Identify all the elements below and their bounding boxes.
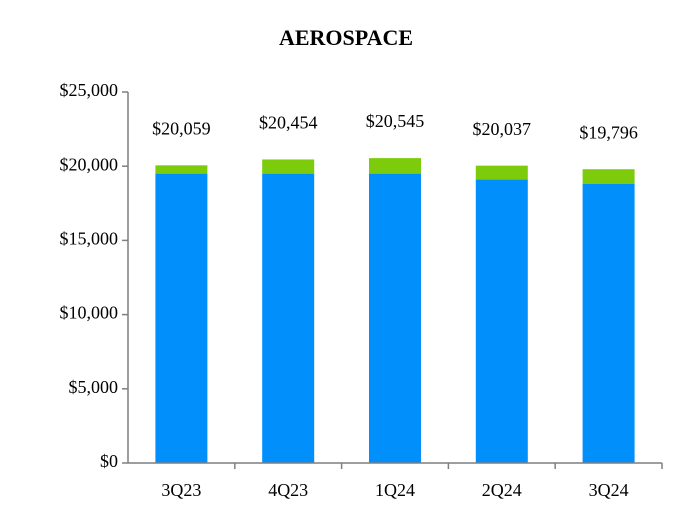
bar-segment [475, 165, 528, 180]
y-tick-label: $5,000 [69, 377, 119, 397]
y-tick-label: $25,000 [60, 80, 119, 100]
y-tick-label: $20,000 [60, 154, 119, 174]
x-tick-label: 3Q24 [589, 480, 629, 500]
y-tick-label: $10,000 [60, 303, 119, 323]
bar-segment [262, 173, 315, 463]
bar-segment [155, 173, 208, 463]
y-tick-label: $0 [100, 451, 118, 471]
bar-segment [475, 179, 528, 463]
x-tick-label: 4Q23 [268, 480, 308, 500]
x-tick-label: 3Q23 [161, 480, 201, 500]
x-tick-label: 1Q24 [375, 480, 415, 500]
bar-segment [155, 165, 208, 174]
total-label: $20,545 [366, 111, 425, 131]
y-tick-label: $15,000 [60, 229, 119, 249]
total-label: $20,059 [152, 118, 211, 138]
total-label: $20,037 [473, 119, 532, 139]
bar-segment [369, 158, 421, 174]
x-tick-label: 2Q24 [482, 480, 522, 500]
bar-segment [582, 169, 635, 185]
total-label: $19,796 [579, 122, 638, 142]
bar-segment [369, 173, 421, 463]
chart-title: AEROSPACE [279, 25, 413, 50]
bar-segment [262, 159, 315, 174]
total-label: $20,454 [259, 113, 318, 133]
bar-segment [582, 184, 635, 463]
